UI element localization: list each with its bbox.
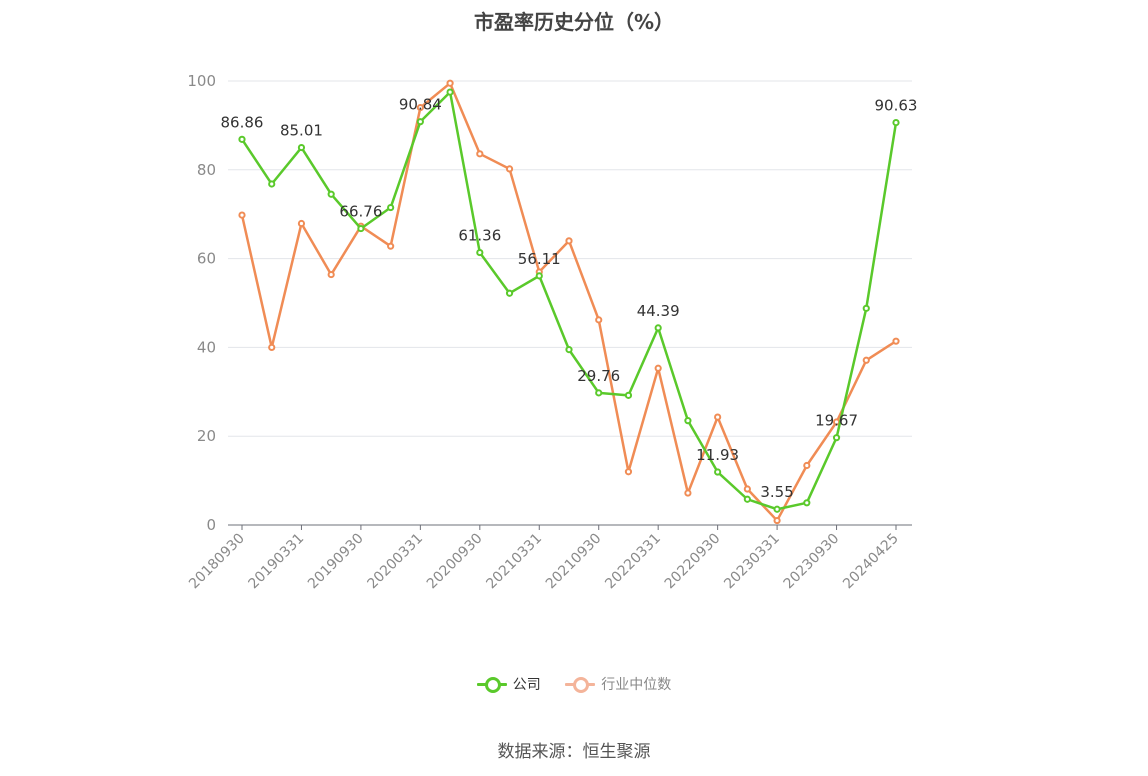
- x-tick-label: 20220331: [602, 531, 664, 593]
- industry-median-point[interactable]: [565, 237, 573, 245]
- grid-lines: [228, 80, 912, 437]
- industry-median-point[interactable]: [387, 242, 395, 250]
- industry-median-point[interactable]: [416, 104, 424, 112]
- industry-median-point[interactable]: [595, 316, 603, 324]
- x-tick-label: 20220930: [662, 531, 724, 593]
- industry-median-point[interactable]: [892, 337, 900, 345]
- industry-median-point[interactable]: [743, 485, 751, 493]
- company-point[interactable]: [446, 88, 454, 96]
- company-point[interactable]: [654, 324, 662, 332]
- data-label: 90.63: [875, 97, 918, 115]
- y-tick-label: 0: [206, 516, 216, 534]
- industry-median-point[interactable]: [862, 356, 870, 364]
- y-tick-label: 100: [187, 72, 216, 90]
- industry-median-point[interactable]: [654, 364, 662, 372]
- x-tick-label: 20210331: [483, 531, 545, 593]
- legend-line-marker-icon: [565, 677, 596, 693]
- company-point[interactable]: [416, 118, 424, 126]
- company-point[interactable]: [595, 389, 603, 397]
- x-tick-label: 20200331: [364, 531, 426, 593]
- data-label: 61.36: [458, 227, 501, 245]
- company-point[interactable]: [268, 180, 276, 188]
- chart-plot: 0204060801002018093020190331201909302020…: [186, 72, 918, 592]
- data-label: 44.39: [637, 302, 680, 320]
- industry-median-point[interactable]: [505, 165, 514, 173]
- x-tick-label: 20190331: [246, 531, 308, 593]
- data-label: 85.01: [280, 122, 323, 140]
- x-tick-label: 20200930: [424, 531, 486, 593]
- x-tick-label: 20230930: [781, 531, 843, 593]
- company-point[interactable]: [238, 135, 246, 143]
- y-tick-label: 20: [197, 427, 216, 445]
- industry-median-point[interactable]: [684, 489, 692, 497]
- y-tick-label: 40: [197, 338, 216, 356]
- company-point[interactable]: [832, 434, 841, 442]
- data-label: 3.55: [760, 483, 793, 501]
- data-label: 11.93: [696, 446, 739, 464]
- data-source-note: 数据来源：恒生聚源: [497, 742, 651, 762]
- series-lines[interactable]: [238, 79, 900, 525]
- data-label: 56.11: [518, 250, 561, 268]
- legend: 公司 行业中位数: [0, 674, 1148, 695]
- legend-label-company: 公司: [512, 677, 541, 693]
- industry-median-point[interactable]: [803, 461, 811, 470]
- industry-median-point[interactable]: [773, 516, 781, 525]
- company-point[interactable]: [476, 248, 484, 257]
- industry-median-point[interactable]: [476, 150, 484, 158]
- industry-median-point[interactable]: [297, 219, 306, 228]
- data-label: 29.76: [577, 367, 620, 385]
- company-point[interactable]: [327, 190, 335, 198]
- industry-median-point[interactable]: [446, 79, 454, 87]
- legend-item-company[interactable]: 公司: [476, 674, 541, 694]
- data-label: 90.84: [399, 96, 442, 114]
- y-tick-label: 80: [197, 161, 216, 179]
- company-point[interactable]: [297, 143, 306, 152]
- company-point[interactable]: [743, 495, 751, 503]
- company-point[interactable]: [387, 203, 395, 212]
- industry-median-point[interactable]: [238, 211, 246, 219]
- x-tick-label: 20230331: [721, 531, 783, 593]
- company-point[interactable]: [505, 289, 514, 297]
- company-point[interactable]: [714, 468, 722, 476]
- company-point[interactable]: [862, 304, 870, 312]
- data-label: 66.76: [339, 203, 382, 221]
- company-point[interactable]: [535, 272, 543, 280]
- legend-item-industry-median[interactable]: 行业中位数: [565, 674, 671, 694]
- chart-title: 市盈率历史分位（%）: [473, 10, 675, 34]
- series-line-industry-median[interactable]: [240, 81, 897, 522]
- company-point[interactable]: [357, 224, 365, 233]
- x-tick-label: 20210930: [543, 531, 605, 593]
- legend-label-industry-median: 行业中位数: [601, 677, 672, 693]
- x-tick-label: 20190930: [305, 531, 367, 593]
- axes: 0204060801002018093020190331201909302020…: [186, 72, 912, 592]
- data-label: 86.86: [221, 113, 264, 131]
- data-label: 19.67: [815, 412, 858, 430]
- company-point[interactable]: [803, 499, 811, 507]
- company-point[interactable]: [892, 119, 900, 127]
- industry-median-point[interactable]: [624, 468, 633, 476]
- x-tick-label: 20240425: [840, 531, 902, 593]
- industry-median-point[interactable]: [268, 343, 276, 351]
- company-point[interactable]: [624, 391, 633, 399]
- company-point[interactable]: [773, 505, 781, 513]
- data-labels: 86.86 85.01 66.76 90.84 61.36 56.11 29.76 44.39…: [221, 96, 918, 502]
- y-tick-label: 60: [197, 250, 216, 268]
- x-tick-label: 20180930: [186, 531, 248, 593]
- industry-median-point[interactable]: [714, 413, 722, 421]
- series-line-company[interactable]: [240, 90, 898, 511]
- company-point[interactable]: [565, 346, 573, 354]
- industry-median-point[interactable]: [327, 270, 335, 279]
- company-point[interactable]: [684, 417, 692, 425]
- legend-line-marker-icon: [476, 677, 507, 693]
